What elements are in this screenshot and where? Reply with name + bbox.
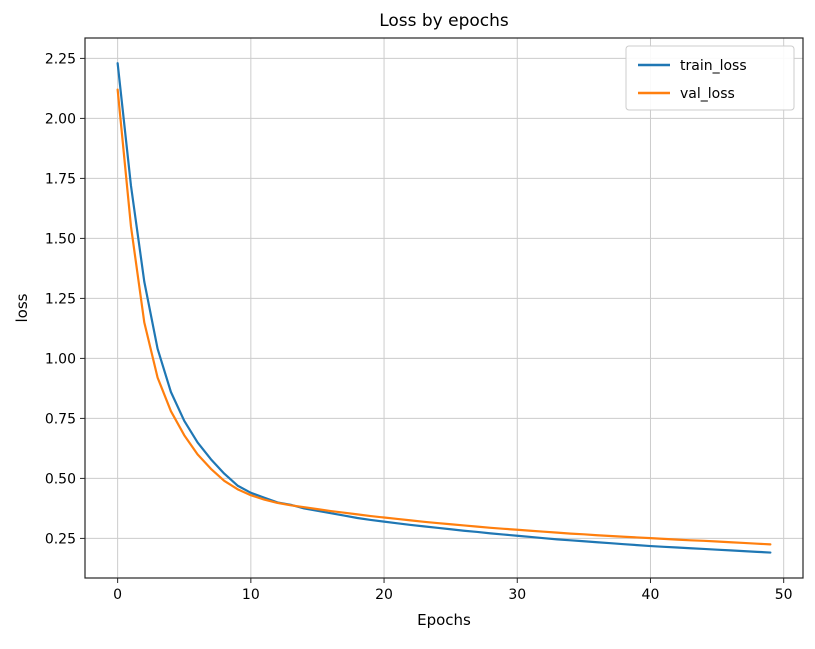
axes-background: [85, 38, 803, 578]
x-tick-label: 10: [242, 587, 260, 603]
x-tick-label: 20: [375, 587, 393, 603]
series-line-train_loss: [116, 62, 772, 554]
x-tick-label: 50: [775, 587, 793, 603]
y-tick-label: 1.00: [45, 351, 76, 367]
y-tick-label: 1.75: [45, 171, 76, 187]
y-tick-label: 1.25: [45, 291, 76, 307]
y-tick-label: 0.75: [45, 411, 76, 427]
x-tick-label: 0: [113, 587, 122, 603]
chart-title: Loss by epochs: [379, 11, 509, 31]
legend-label-train-loss: train_loss: [680, 58, 747, 74]
series-layer: [116, 62, 772, 554]
x-tick-label: 40: [642, 587, 660, 603]
axes-layer: 0 10 20 30 40 50 0.25 0.50 0.75 1.00 1.25 1.50 1.75 2…: [45, 37, 804, 603]
axes-spines: [84, 37, 804, 579]
x-tick-label: 30: [508, 587, 526, 603]
legend: train_loss val_loss: [625, 45, 795, 111]
y-tick-label: 2.00: [45, 111, 76, 127]
grid-layer: [85, 38, 803, 578]
x-axis-label: Epochs: [417, 611, 471, 629]
y-tick-label: 1.50: [45, 231, 76, 247]
legend-label-val-loss: val_loss: [680, 86, 735, 102]
y-tick-label: 0.50: [45, 471, 76, 487]
series-line-val_loss: [116, 88, 772, 546]
y-tick-label: 0.25: [45, 531, 76, 547]
y-tick-label: 2.25: [45, 51, 76, 67]
y-axis-label: loss: [13, 293, 31, 322]
